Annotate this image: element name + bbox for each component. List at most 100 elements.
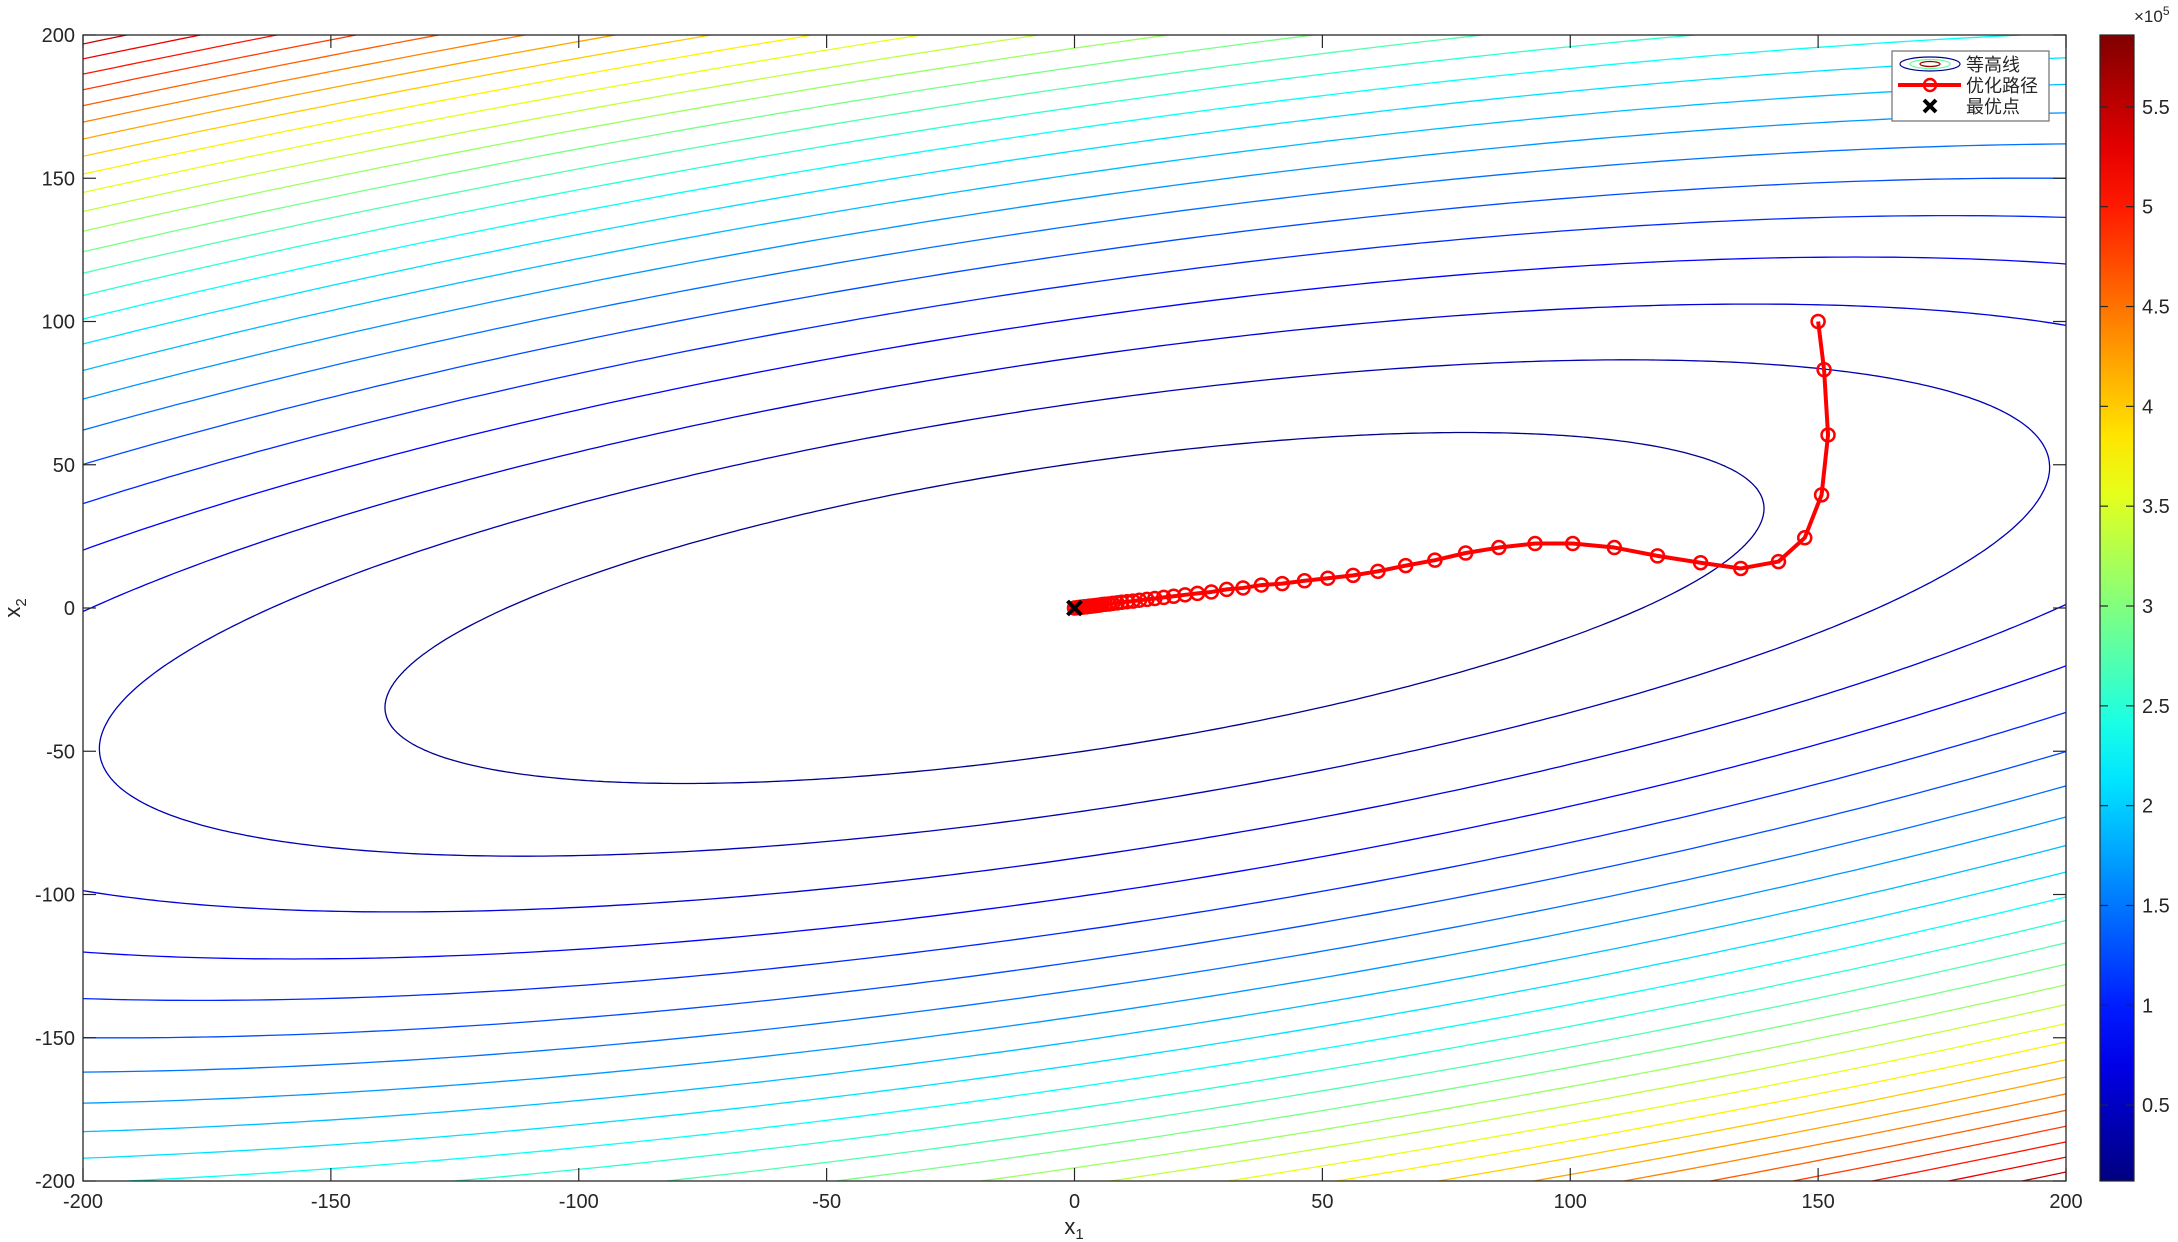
path-point — [1370, 563, 1386, 580]
contour-line — [1437, 1059, 2066, 1181]
contour-line — [83, 161, 856, 320]
y-axis-label: x2 — [0, 598, 30, 617]
contour-line — [1110, 1003, 2066, 1181]
contour-line — [83, 53, 802, 194]
contour-line — [1792, 1125, 2066, 1181]
path-point — [1155, 589, 1172, 606]
path-point — [1770, 553, 1787, 570]
contour-line — [980, 984, 2066, 1181]
contour-line — [666, 942, 2066, 1181]
contour-line — [1623, 1093, 2066, 1181]
colorbar-tick-label: 3.5 — [2142, 496, 2170, 518]
colorbar-tick-label: 4 — [2142, 396, 2153, 418]
contour-line — [83, 338, 943, 551]
path-point — [1253, 577, 1270, 593]
path-point — [1320, 570, 1336, 586]
contour-line — [875, 83, 2066, 206]
contour-line — [854, 35, 2022, 164]
contour-line — [83, 35, 127, 45]
contour-line — [83, 104, 828, 253]
optimum-marker — [1066, 599, 1083, 617]
contour-line — [83, 871, 2066, 1159]
contour-line — [1227, 1022, 2066, 1181]
contour-line — [127, 896, 2066, 1181]
contour-line — [83, 70, 810, 213]
x-tick-label: 100 — [1554, 1191, 1587, 1213]
path-point — [1813, 487, 1830, 503]
contour-line — [384, 431, 1765, 785]
contour-line — [1710, 1109, 2066, 1181]
legend-label-path: 优化路径 — [1966, 76, 2038, 96]
contour-line — [83, 35, 357, 91]
x-tick-label: -50 — [812, 1191, 841, 1213]
contour-line — [83, 251, 900, 431]
legend-path-icon — [1898, 77, 1961, 93]
x-tick-label: -200 — [63, 1191, 103, 1213]
colorbar-tick-label: 5.5 — [2142, 97, 2170, 119]
contour-line — [83, 785, 2066, 1073]
contour-line — [865, 57, 2066, 184]
contour-line — [1336, 1041, 2066, 1181]
path-point — [1066, 600, 1083, 616]
path-point — [1427, 552, 1443, 568]
x-tick-label: -100 — [559, 1191, 599, 1213]
x-tick-label: 50 — [1311, 1191, 1333, 1213]
contour-line — [1533, 1076, 2066, 1181]
contour-line — [1948, 1156, 2066, 1181]
y-tick-label: -200 — [35, 1171, 75, 1193]
colorbar-tick-label: 4.5 — [2142, 297, 2170, 319]
y-tick-label: -150 — [35, 1028, 75, 1050]
path-point — [1810, 313, 1826, 330]
path-point — [1606, 539, 1623, 556]
contour-line — [83, 37, 794, 175]
path-point — [1649, 548, 1666, 564]
path-point — [1296, 573, 1313, 589]
y-tick-label: 200 — [42, 25, 75, 47]
optimization-path — [1066, 313, 1836, 617]
colorbar: 0.5 1 1.5 2 2.5 3 3.5 4 4.5 5 5.5 ×105 — [2099, 4, 2170, 1182]
legend[interactable]: 等高线 优化路径 最优点 — [1891, 50, 2050, 122]
contour-line — [83, 35, 526, 123]
path-point — [1235, 580, 1251, 596]
path-point — [1527, 535, 1543, 552]
colorbar-tick-label: 0.5 — [2142, 1095, 2170, 1117]
contour-line — [83, 750, 2066, 1039]
x-tick-label: 0 — [1069, 1191, 1080, 1213]
contour-line — [83, 306, 927, 505]
path-point — [1119, 593, 1135, 610]
contour-line — [826, 35, 1314, 107]
contour-line — [83, 35, 439, 107]
contour-line — [83, 204, 877, 372]
colorbar-tick-label: 3 — [2142, 596, 2153, 618]
y-tick-label: -100 — [35, 885, 75, 907]
path-point — [1165, 588, 1182, 605]
contour-line — [83, 123, 837, 274]
legend-contour-icon — [1899, 56, 1961, 72]
x-tick-label: 150 — [1801, 1191, 1834, 1213]
axis-ticks: -200 -150 -100 -50 0 50 100 150 200 -200 -150 -100 -… — [35, 25, 2083, 1213]
path-point — [1147, 590, 1163, 607]
contour-line — [2022, 1171, 2066, 1181]
path-point — [1796, 530, 1813, 546]
colorbar-tick-label: 1.5 — [2142, 895, 2170, 917]
contour-line — [83, 35, 201, 60]
y-tick-label: 100 — [42, 312, 75, 334]
x-tick-label: 200 — [2049, 1191, 2082, 1213]
contour-line — [83, 816, 2066, 1104]
contour-line — [959, 303, 2066, 376]
contour-line — [83, 182, 866, 345]
contour-line — [942, 256, 2066, 340]
contour-line — [801, 35, 922, 55]
contour-line — [83, 374, 961, 613]
y-tick-label: 0 — [64, 598, 75, 620]
path-point — [1345, 567, 1361, 584]
contour-line — [454, 919, 2066, 1181]
contour-line — [83, 35, 616, 140]
path-point — [1125, 593, 1141, 609]
path-point — [1692, 554, 1709, 571]
contour-line — [98, 359, 2051, 857]
legend-label-optimum: 最优点 — [1966, 97, 2020, 117]
path-point — [1274, 575, 1290, 592]
path-point — [1820, 427, 1836, 443]
y-tick-label: 150 — [42, 168, 75, 190]
